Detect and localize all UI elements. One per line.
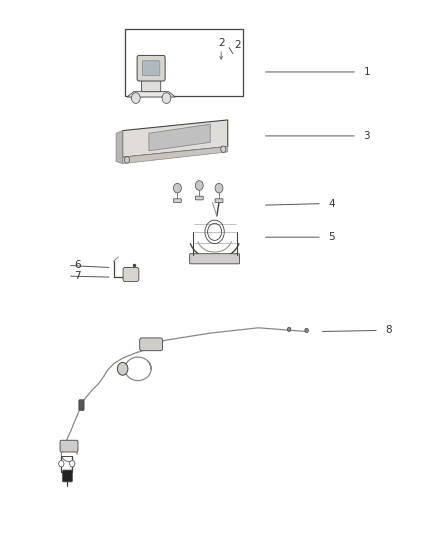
Polygon shape [149, 124, 210, 151]
Text: 2: 2 [218, 38, 225, 47]
Circle shape [305, 328, 308, 333]
Circle shape [70, 461, 75, 467]
Text: 1: 1 [364, 67, 370, 77]
FancyBboxPatch shape [142, 61, 160, 76]
Circle shape [162, 93, 171, 103]
Circle shape [117, 362, 128, 375]
Text: 5: 5 [328, 232, 335, 242]
Text: 3: 3 [364, 131, 370, 141]
FancyBboxPatch shape [123, 268, 139, 281]
FancyBboxPatch shape [60, 440, 78, 452]
Circle shape [215, 183, 223, 193]
Text: 2: 2 [234, 41, 241, 50]
Polygon shape [123, 120, 228, 157]
Circle shape [59, 461, 64, 467]
Circle shape [287, 327, 291, 332]
FancyBboxPatch shape [173, 199, 181, 203]
Polygon shape [116, 131, 123, 164]
Polygon shape [123, 147, 228, 164]
Text: 4: 4 [328, 199, 335, 208]
Circle shape [173, 183, 181, 193]
FancyBboxPatch shape [140, 338, 162, 351]
Polygon shape [127, 92, 175, 97]
FancyBboxPatch shape [63, 470, 72, 482]
Text: 7: 7 [74, 271, 81, 281]
Circle shape [195, 181, 203, 190]
FancyBboxPatch shape [137, 55, 165, 81]
Circle shape [131, 93, 140, 103]
Text: 8: 8 [385, 326, 392, 335]
Text: 6: 6 [74, 261, 81, 270]
FancyBboxPatch shape [215, 199, 223, 203]
Polygon shape [125, 29, 243, 96]
FancyBboxPatch shape [79, 400, 84, 410]
FancyBboxPatch shape [195, 196, 203, 200]
Circle shape [124, 157, 130, 163]
Circle shape [221, 146, 226, 152]
FancyBboxPatch shape [190, 254, 240, 264]
FancyBboxPatch shape [141, 78, 161, 92]
